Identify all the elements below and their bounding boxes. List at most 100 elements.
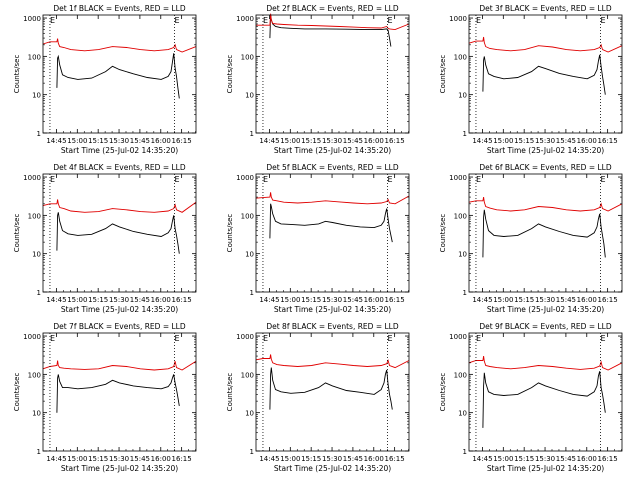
y-tick-label: 1000 bbox=[236, 15, 254, 23]
x-tick-label: 15:30 bbox=[322, 137, 342, 145]
x-axis-label: Start Time (25-Jul-02 14:35:20) bbox=[61, 464, 178, 473]
event-marker-label: E bbox=[263, 175, 268, 184]
x-tick-label: 14:45 bbox=[46, 455, 66, 463]
x-tick-label: 16:15 bbox=[598, 137, 618, 145]
event-marker-label: E bbox=[387, 16, 392, 25]
x-tick-label: 15:15 bbox=[301, 296, 321, 304]
lld-series-line bbox=[42, 199, 197, 213]
y-tick-label: 10 bbox=[245, 92, 254, 100]
y-tick-label: 10 bbox=[245, 251, 254, 259]
y-tick-label: 100 bbox=[454, 212, 467, 220]
x-tick-label: 16:00 bbox=[151, 137, 171, 145]
x-tick-label: 16:00 bbox=[151, 296, 171, 304]
y-tick-label: 100 bbox=[454, 53, 467, 61]
plot-frame bbox=[255, 14, 410, 134]
x-axis-label: Start Time (25-Jul-02 14:35:20) bbox=[487, 146, 604, 155]
lld-series-line bbox=[42, 360, 197, 371]
event-marker-label: E bbox=[387, 175, 392, 184]
x-tick-label: 15:15 bbox=[88, 137, 108, 145]
x-tick-label: 15:15 bbox=[301, 455, 321, 463]
x-tick-label: 14:45 bbox=[46, 137, 66, 145]
x-tick-label: 16:00 bbox=[577, 137, 597, 145]
y-tick-label: 1 bbox=[463, 130, 467, 138]
y-tick-label: 10 bbox=[458, 251, 467, 259]
x-tick-label: 16:00 bbox=[364, 137, 384, 145]
x-tick-label: 16:15 bbox=[385, 137, 405, 145]
x-tick-label: 15:15 bbox=[88, 455, 108, 463]
event-marker-label: E bbox=[476, 334, 481, 343]
x-tick-label: 15:45 bbox=[343, 137, 363, 145]
plot-frame bbox=[42, 173, 197, 293]
y-tick-label: 10 bbox=[245, 410, 254, 418]
lld-series-line bbox=[255, 192, 410, 205]
x-axis-label: Start Time (25-Jul-02 14:35:20) bbox=[274, 305, 391, 314]
x-axis-label: Start Time (25-Jul-02 14:35:20) bbox=[487, 464, 604, 473]
x-axis-label: Start Time (25-Jul-02 14:35:20) bbox=[274, 464, 391, 473]
x-tick-label: 15:45 bbox=[130, 455, 150, 463]
events-series-line bbox=[56, 212, 180, 254]
x-axis-label: Start Time (25-Jul-02 14:35:20) bbox=[61, 305, 178, 314]
x-tick-label: 16:00 bbox=[364, 296, 384, 304]
x-tick-label: 15:30 bbox=[322, 455, 342, 463]
y-tick-label: 100 bbox=[28, 371, 41, 379]
y-tick-label: 100 bbox=[241, 212, 254, 220]
lld-series-line bbox=[256, 13, 410, 31]
x-tick-label: 15:00 bbox=[493, 455, 513, 463]
plot-frame bbox=[255, 173, 410, 293]
y-tick-label: 1 bbox=[37, 289, 41, 297]
x-tick-label: 15:45 bbox=[556, 296, 576, 304]
chart-panel-7: Det 7f BLACK = Events, RED = LLD E E 1 10 100… bbox=[13, 322, 197, 473]
y-tick-label: 1 bbox=[463, 289, 467, 297]
panel-title: Det 3f BLACK = Events, RED = LLD bbox=[479, 4, 612, 13]
x-tick-label: 15:00 bbox=[67, 137, 87, 145]
panel-title: Det 2f BLACK = Events, RED = LLD bbox=[266, 4, 399, 13]
y-tick-label: 10 bbox=[458, 92, 467, 100]
y-tick-label: 100 bbox=[241, 371, 254, 379]
plot-frame bbox=[468, 14, 623, 134]
panel-title: Det 8f BLACK = Events, RED = LLD bbox=[266, 322, 399, 331]
x-tick-label: 15:15 bbox=[514, 455, 534, 463]
x-tick-label: 14:45 bbox=[259, 455, 279, 463]
event-marker-label: E bbox=[263, 16, 268, 25]
lld-series-line bbox=[42, 38, 197, 53]
events-series-line bbox=[482, 209, 606, 258]
x-tick-label: 15:45 bbox=[130, 137, 150, 145]
events-series-line bbox=[482, 54, 606, 95]
lld-series-line bbox=[468, 36, 623, 53]
y-tick-label: 10 bbox=[458, 410, 467, 418]
y-tick-label: 1000 bbox=[236, 333, 254, 341]
x-tick-label: 15:00 bbox=[493, 137, 513, 145]
y-tick-label: 1 bbox=[37, 448, 41, 456]
y-tick-label: 1 bbox=[250, 289, 254, 297]
x-tick-label: 15:45 bbox=[556, 455, 576, 463]
x-tick-label: 15:00 bbox=[280, 296, 300, 304]
y-tick-label: 10 bbox=[32, 92, 41, 100]
x-tick-label: 14:45 bbox=[259, 137, 279, 145]
y-axis-label: Counts/sec bbox=[226, 214, 234, 253]
x-tick-label: 16:15 bbox=[385, 455, 405, 463]
y-tick-label: 10 bbox=[32, 251, 41, 259]
event-marker-label: E bbox=[174, 16, 179, 25]
event-marker-label: E bbox=[600, 16, 605, 25]
x-tick-label: 14:45 bbox=[472, 455, 492, 463]
panel-title: Det 4f BLACK = Events, RED = LLD bbox=[53, 163, 186, 172]
x-axis-label: Start Time (25-Jul-02 14:35:20) bbox=[274, 146, 391, 155]
y-tick-label: 100 bbox=[241, 53, 254, 61]
events-series-line bbox=[269, 14, 392, 47]
event-marker-label: E bbox=[50, 334, 55, 343]
y-axis-label: Counts/sec bbox=[439, 214, 447, 253]
event-marker-label: E bbox=[476, 16, 481, 25]
event-marker-label: E bbox=[476, 175, 481, 184]
chart-panel-4: Det 4f BLACK = Events, RED = LLD E E 1 10 100… bbox=[13, 163, 197, 314]
x-tick-label: 16:15 bbox=[172, 455, 192, 463]
x-axis-label: Start Time (25-Jul-02 14:35:20) bbox=[487, 305, 604, 314]
chart-panel-8: Det 8f BLACK = Events, RED = LLD E E 1 10 100… bbox=[226, 322, 410, 473]
event-marker-label: E bbox=[50, 175, 55, 184]
event-marker-label: E bbox=[174, 175, 179, 184]
x-tick-label: 15:00 bbox=[67, 455, 87, 463]
x-tick-label: 16:00 bbox=[577, 455, 597, 463]
x-tick-label: 16:15 bbox=[172, 137, 192, 145]
x-tick-label: 15:45 bbox=[556, 137, 576, 145]
x-tick-label: 16:15 bbox=[598, 296, 618, 304]
y-axis-label: Counts/sec bbox=[13, 373, 21, 412]
